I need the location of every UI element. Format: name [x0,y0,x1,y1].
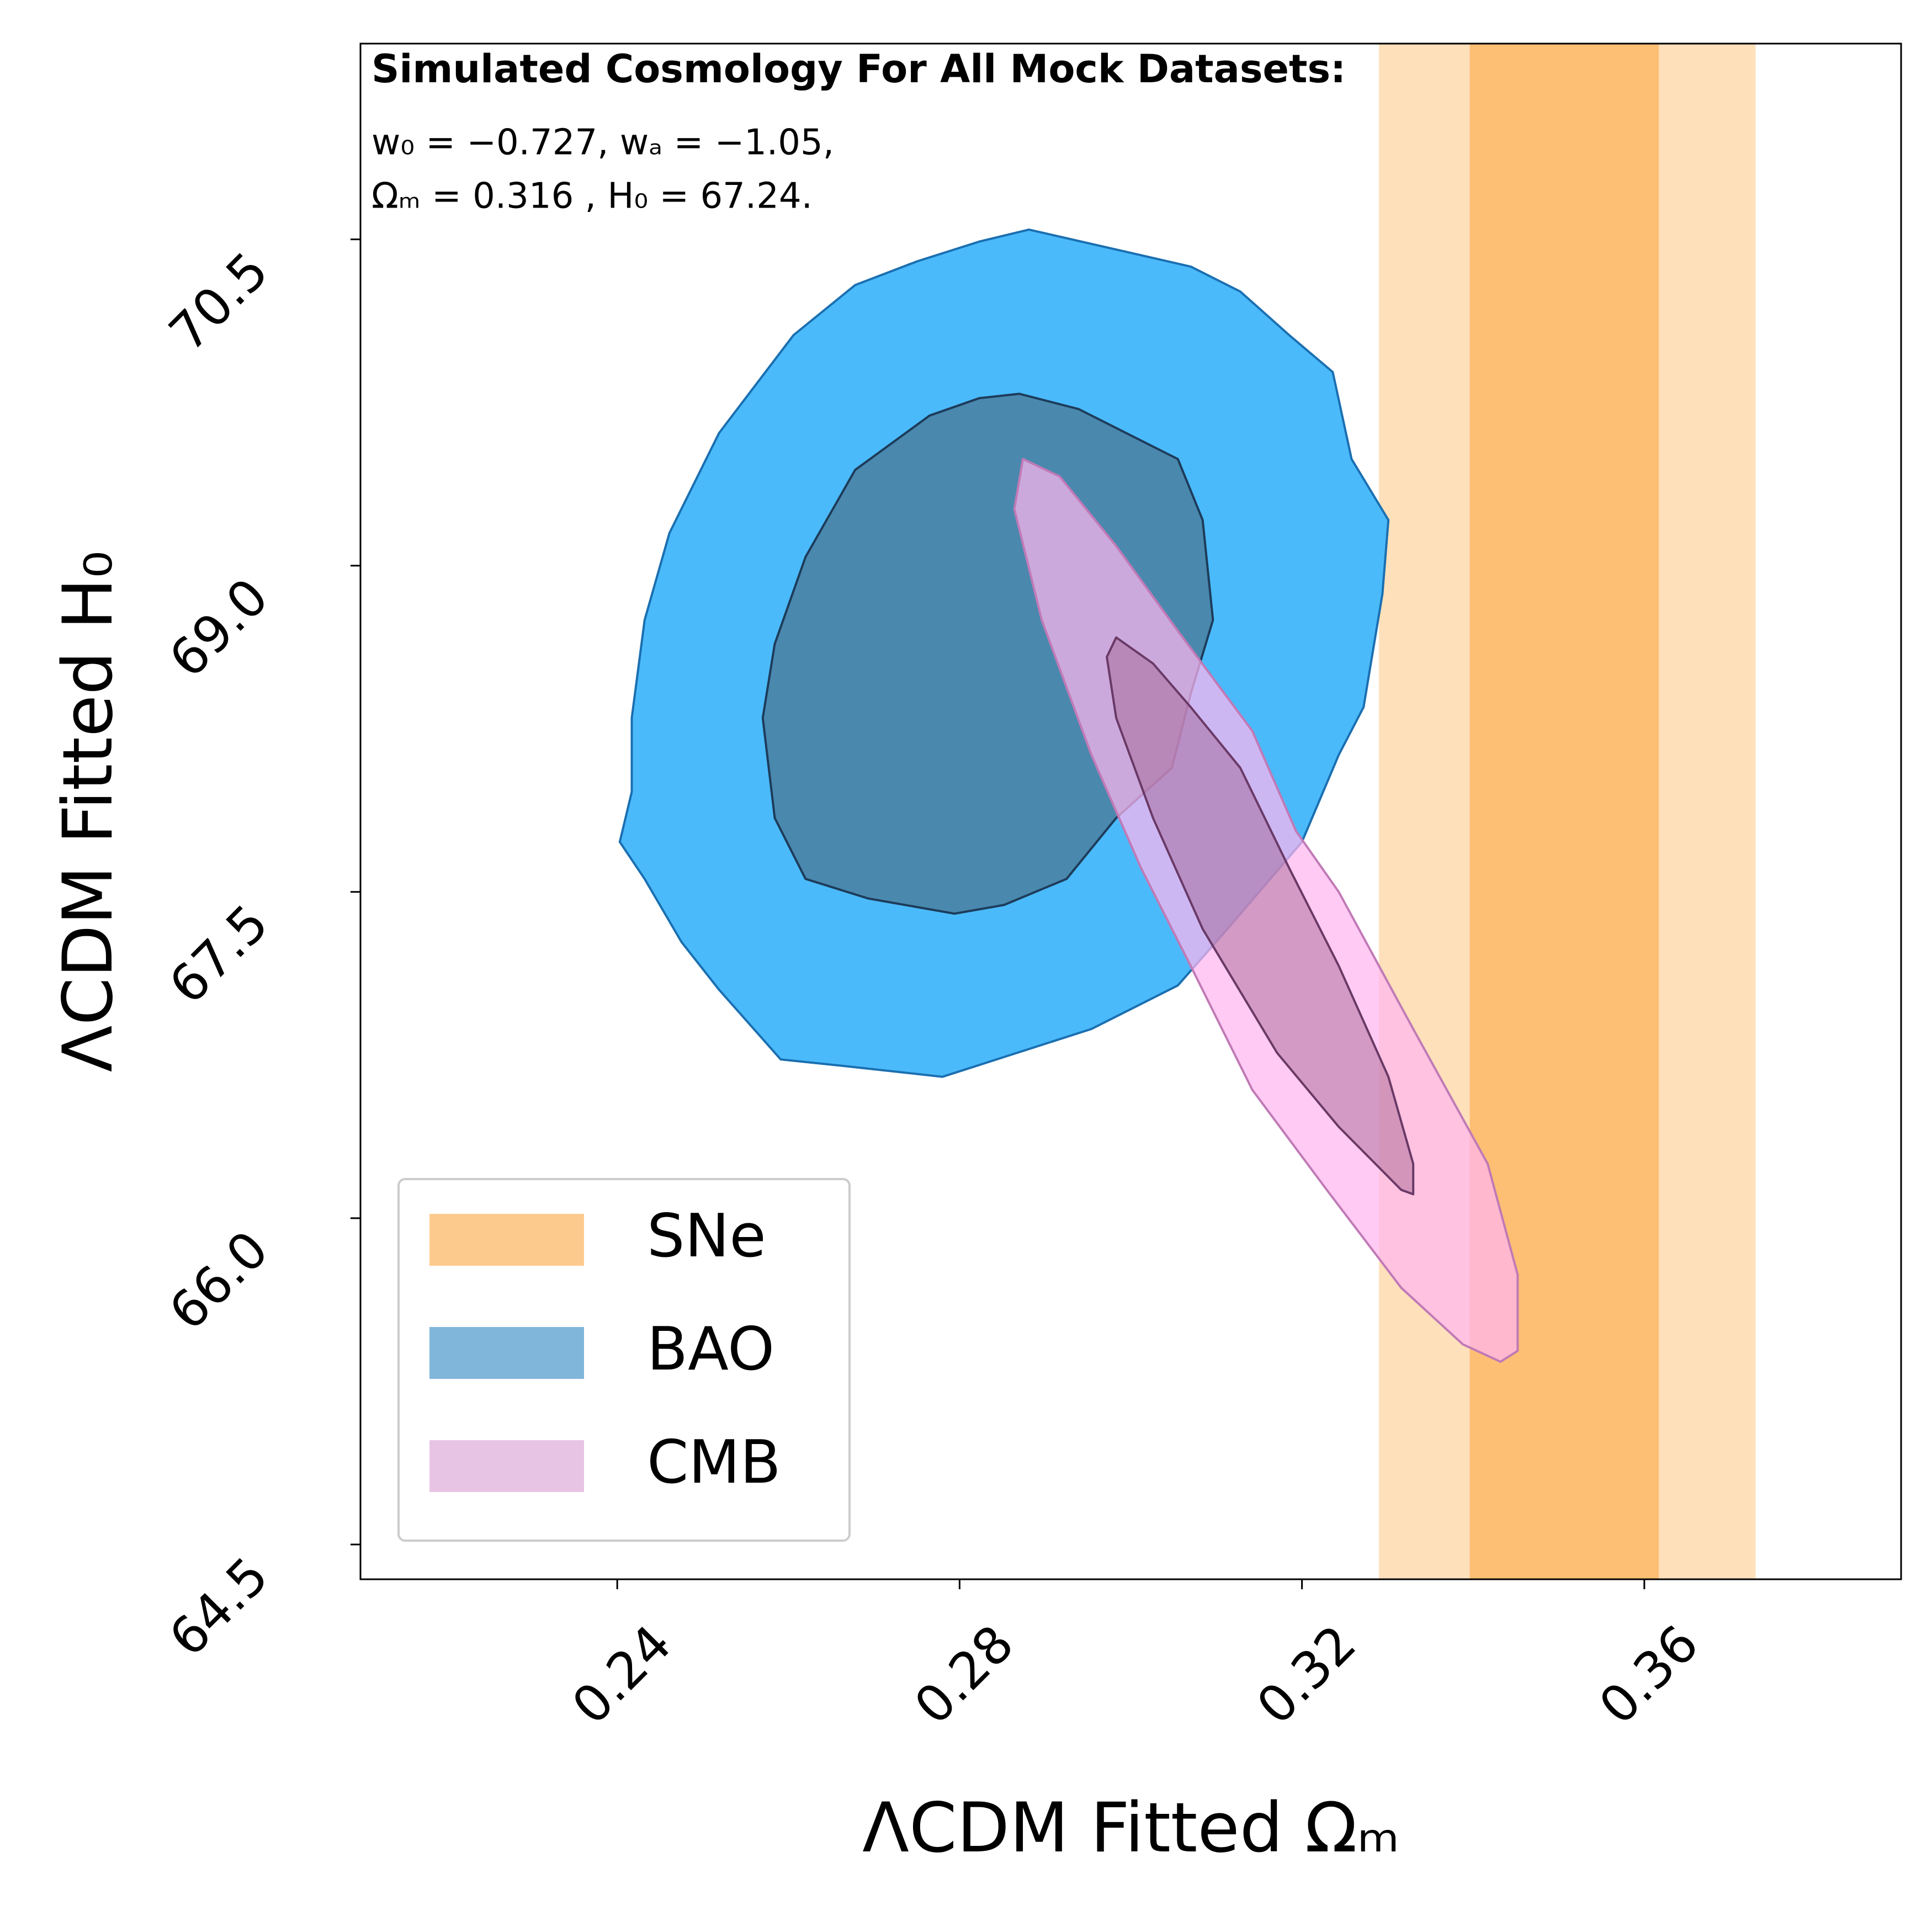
contour [761,392,1214,915]
annotation: w₀ = −0.727, wₐ = −1.05, [371,123,834,163]
y-axis-label: ΛCDM Fitted H₀ [49,551,128,1073]
legend-label: SNe [647,1202,766,1271]
legend: SNe BAO CMB [397,1178,851,1542]
plot-area [618,44,1756,1579]
legend-swatch [429,1214,584,1266]
annotation: Ωₘ = 0.316 , H₀ = 67.24. [371,176,813,217]
contour [1013,458,1519,1363]
legend-swatch [429,1327,584,1379]
legend-label: CMB [647,1428,781,1497]
legend-label: BAO [647,1315,774,1384]
annotation: Simulated Cosmology For All Mock Dataset… [371,46,1346,92]
x-axis-label: ΛCDM Fitted Ωₘ [862,1788,1400,1868]
legend-swatch [429,1440,584,1492]
contour [1106,636,1415,1196]
plot-frame [359,43,1902,1580]
